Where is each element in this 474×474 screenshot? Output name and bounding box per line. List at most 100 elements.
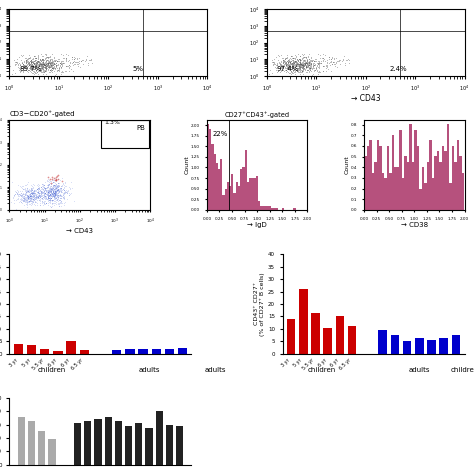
Point [15,195,22,202]
Bar [403,341,411,354]
Point [24,64,31,71]
Point [52,183,60,191]
Point [73,55,81,63]
Point [48,59,55,67]
Point [45,61,52,69]
Point [314,50,322,58]
Point [22,59,29,67]
Bar [382,173,384,210]
Point [51,182,58,190]
Point [23,67,31,74]
Point [42,59,50,66]
Point [55,199,63,207]
Point [37,183,45,191]
Point [27,61,34,68]
Point [37,60,45,67]
Point [3,196,10,204]
Point [314,57,322,65]
Point [36,66,44,74]
Point [52,182,59,190]
Point [47,194,55,201]
Point [289,54,296,62]
Point [286,63,293,70]
Point [293,55,301,63]
Point [318,55,326,62]
Point [57,188,65,196]
Point [58,192,65,200]
Point [30,186,38,194]
Point [18,192,26,200]
Point [35,62,43,70]
Point [43,54,50,61]
Point [27,199,35,207]
Point [312,65,319,73]
Point [53,56,60,64]
Point [28,62,36,69]
Point [27,60,35,67]
Point [300,64,307,72]
Point [45,189,52,197]
Point [39,61,46,69]
Point [296,64,303,72]
Point [40,59,48,67]
Point [27,187,35,194]
Point [68,60,75,67]
Point [47,196,55,204]
Point [47,180,55,188]
Point [52,195,59,203]
Point [39,63,46,71]
Point [34,186,42,193]
Point [9,66,17,74]
Point [287,60,294,67]
Point [296,60,304,68]
Point [294,56,301,64]
Point [16,191,24,199]
Point [36,191,43,199]
Point [300,63,308,70]
Point [32,62,40,69]
Point [284,68,292,75]
Point [71,61,79,68]
Point [18,195,26,203]
Point [305,67,312,75]
Point [36,193,44,201]
Point [47,185,55,192]
Point [284,64,292,72]
Point [292,59,300,66]
Point [40,62,48,69]
Point [44,189,52,196]
Point [45,191,52,199]
Point [45,191,53,199]
Point [13,59,21,67]
Point [45,189,52,196]
Point [283,55,290,62]
Point [55,185,63,192]
Point [37,187,45,194]
Point [1,199,9,207]
Point [15,189,22,196]
Point [27,62,34,69]
Point [24,201,31,208]
Point [77,57,85,64]
Point [31,59,38,67]
Point [62,55,70,62]
Point [47,196,55,203]
Point [28,195,36,203]
Point [32,61,39,68]
Point [45,61,52,68]
Point [27,185,35,193]
Point [42,184,50,192]
Point [263,62,271,70]
Point [296,63,303,71]
Point [273,61,281,68]
Point [52,59,60,67]
Point [75,59,83,67]
Point [57,196,64,204]
Point [54,184,61,191]
Point [286,59,293,66]
Point [289,60,297,67]
Point [42,58,50,66]
Point [34,185,42,192]
Point [35,57,42,65]
Point [38,55,46,63]
